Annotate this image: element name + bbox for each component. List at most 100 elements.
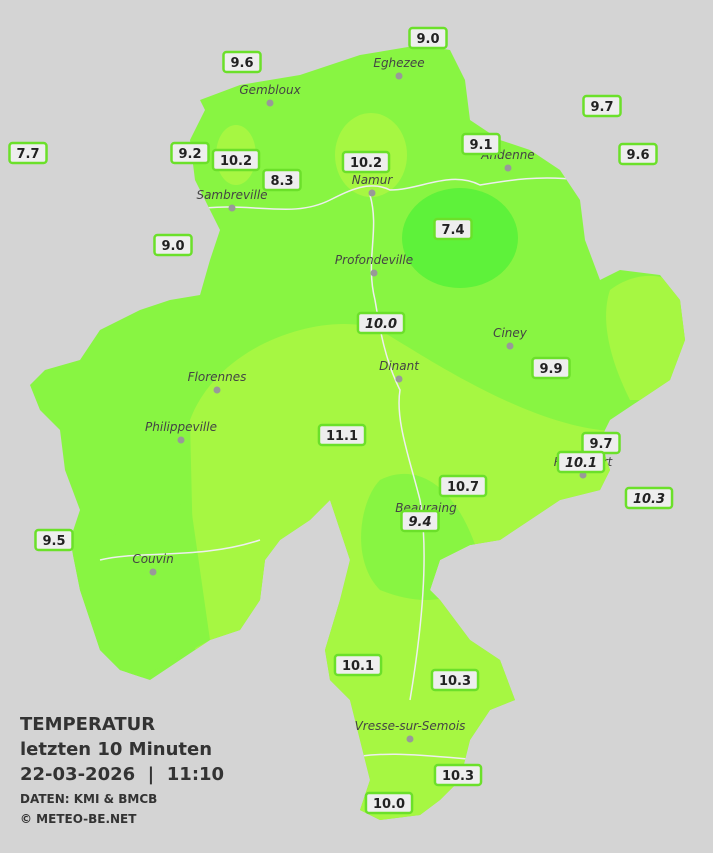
station-value: 9.0 <box>416 32 439 47</box>
station-value: 10.2 <box>220 154 252 169</box>
station-value: 9.4 <box>408 515 431 530</box>
station-value: 11.1 <box>326 429 358 444</box>
station-value: 9.2 <box>178 147 201 162</box>
station-box <box>531 356 571 380</box>
station-value: 10.1 <box>342 659 374 674</box>
station: 10.1 <box>556 450 606 474</box>
station-box <box>556 450 606 474</box>
station: 9.6 <box>618 142 658 166</box>
station-box <box>438 474 488 498</box>
station-box <box>333 653 383 677</box>
station-box <box>356 311 406 335</box>
station: 9.6 <box>222 50 262 74</box>
station: 7.4 <box>433 217 473 241</box>
station-box <box>582 94 622 118</box>
station-box <box>34 528 74 552</box>
station-box <box>222 50 262 74</box>
station-box <box>618 142 658 166</box>
city-dot <box>395 375 403 383</box>
city-name: Vresse-sur-Semois <box>355 719 466 733</box>
station-value: 10.1 <box>565 456 597 471</box>
station: 9.7 <box>582 94 622 118</box>
station-value: 9.6 <box>230 56 253 71</box>
station-box <box>153 233 193 257</box>
station-box <box>461 132 501 156</box>
station-value: 9.6 <box>626 148 649 163</box>
station: 10.3 <box>624 486 674 510</box>
station: 10.0 <box>356 311 406 335</box>
city-name: Couvin <box>132 552 173 566</box>
city-name: Ciney <box>493 326 528 340</box>
station: 10.7 <box>438 474 488 498</box>
station-box <box>262 168 302 192</box>
city-dot <box>370 269 378 277</box>
legend: TEMPERATUR letzten 10 Minuten 22-03-2026… <box>20 714 224 826</box>
labels: EghezeeGemblouxAndenneNamurSambrevillePr… <box>8 26 674 815</box>
city-dot <box>266 99 274 107</box>
city-dot <box>213 386 221 394</box>
city-dot <box>395 72 403 80</box>
station-value: 10.7 <box>447 480 479 495</box>
station-box <box>400 509 440 533</box>
station-value: 7.4 <box>441 223 464 238</box>
station-box <box>364 791 414 815</box>
city-name: Eghezee <box>373 56 424 70</box>
source: DATEN: KMI & BMCB <box>20 792 157 806</box>
station-box <box>408 26 448 50</box>
city-name: Florennes <box>188 370 247 384</box>
station-box <box>433 217 473 241</box>
station-value: 8.3 <box>270 174 293 189</box>
city-name: Gembloux <box>239 83 301 97</box>
station-value: 7.7 <box>16 147 39 162</box>
station-value: 9.1 <box>469 138 492 153</box>
station: 9.0 <box>153 233 193 257</box>
station: 11.1 <box>317 423 367 447</box>
city-dot <box>149 568 157 576</box>
station-value: 9.5 <box>42 534 65 549</box>
station: 9.1 <box>461 132 501 156</box>
station: 9.2 <box>170 141 210 165</box>
station-value: 10.3 <box>439 674 471 689</box>
station: 9.9 <box>531 356 571 380</box>
city-dot <box>406 735 414 743</box>
station-box <box>170 141 210 165</box>
copyright: © METEO-BE.NET <box>20 812 137 826</box>
station: 9.5 <box>34 528 74 552</box>
station: 9.7 <box>581 431 621 455</box>
title: TEMPERATUR <box>20 714 155 735</box>
station-box <box>430 668 480 692</box>
station-value: 9.7 <box>590 100 613 115</box>
station: 10.2 <box>341 150 391 174</box>
station-box <box>211 148 261 172</box>
station-box <box>624 486 674 510</box>
city-name: Profondeville <box>335 253 413 267</box>
station-box <box>8 141 48 165</box>
station: 10.3 <box>430 668 480 692</box>
city-name: Sambreville <box>196 188 267 202</box>
station-box <box>317 423 367 447</box>
station: 10.2 <box>211 148 261 172</box>
station: 8.3 <box>262 168 302 192</box>
station: 9.4 <box>400 509 440 533</box>
city-dot <box>504 164 512 172</box>
city-name: Philippeville <box>145 420 217 434</box>
city-dot <box>177 436 185 444</box>
station-value: 10.3 <box>442 769 474 784</box>
station: 7.7 <box>8 141 48 165</box>
city-dot <box>228 204 236 212</box>
station-box <box>433 763 483 787</box>
station-value: 10.3 <box>633 492 665 507</box>
station-value: 10.2 <box>350 156 382 171</box>
city-name: Dinant <box>379 359 420 373</box>
city-dot <box>506 342 514 350</box>
station-value: 9.7 <box>589 437 612 452</box>
station: 10.0 <box>364 791 414 815</box>
station-value: 9.0 <box>161 239 184 254</box>
subtitle: letzten 10 Minuten <box>20 739 212 760</box>
station: 10.3 <box>433 763 483 787</box>
city-dot <box>368 189 376 197</box>
station: 10.1 <box>333 653 383 677</box>
station: 9.0 <box>408 26 448 50</box>
station-value: 10.0 <box>373 797 405 812</box>
